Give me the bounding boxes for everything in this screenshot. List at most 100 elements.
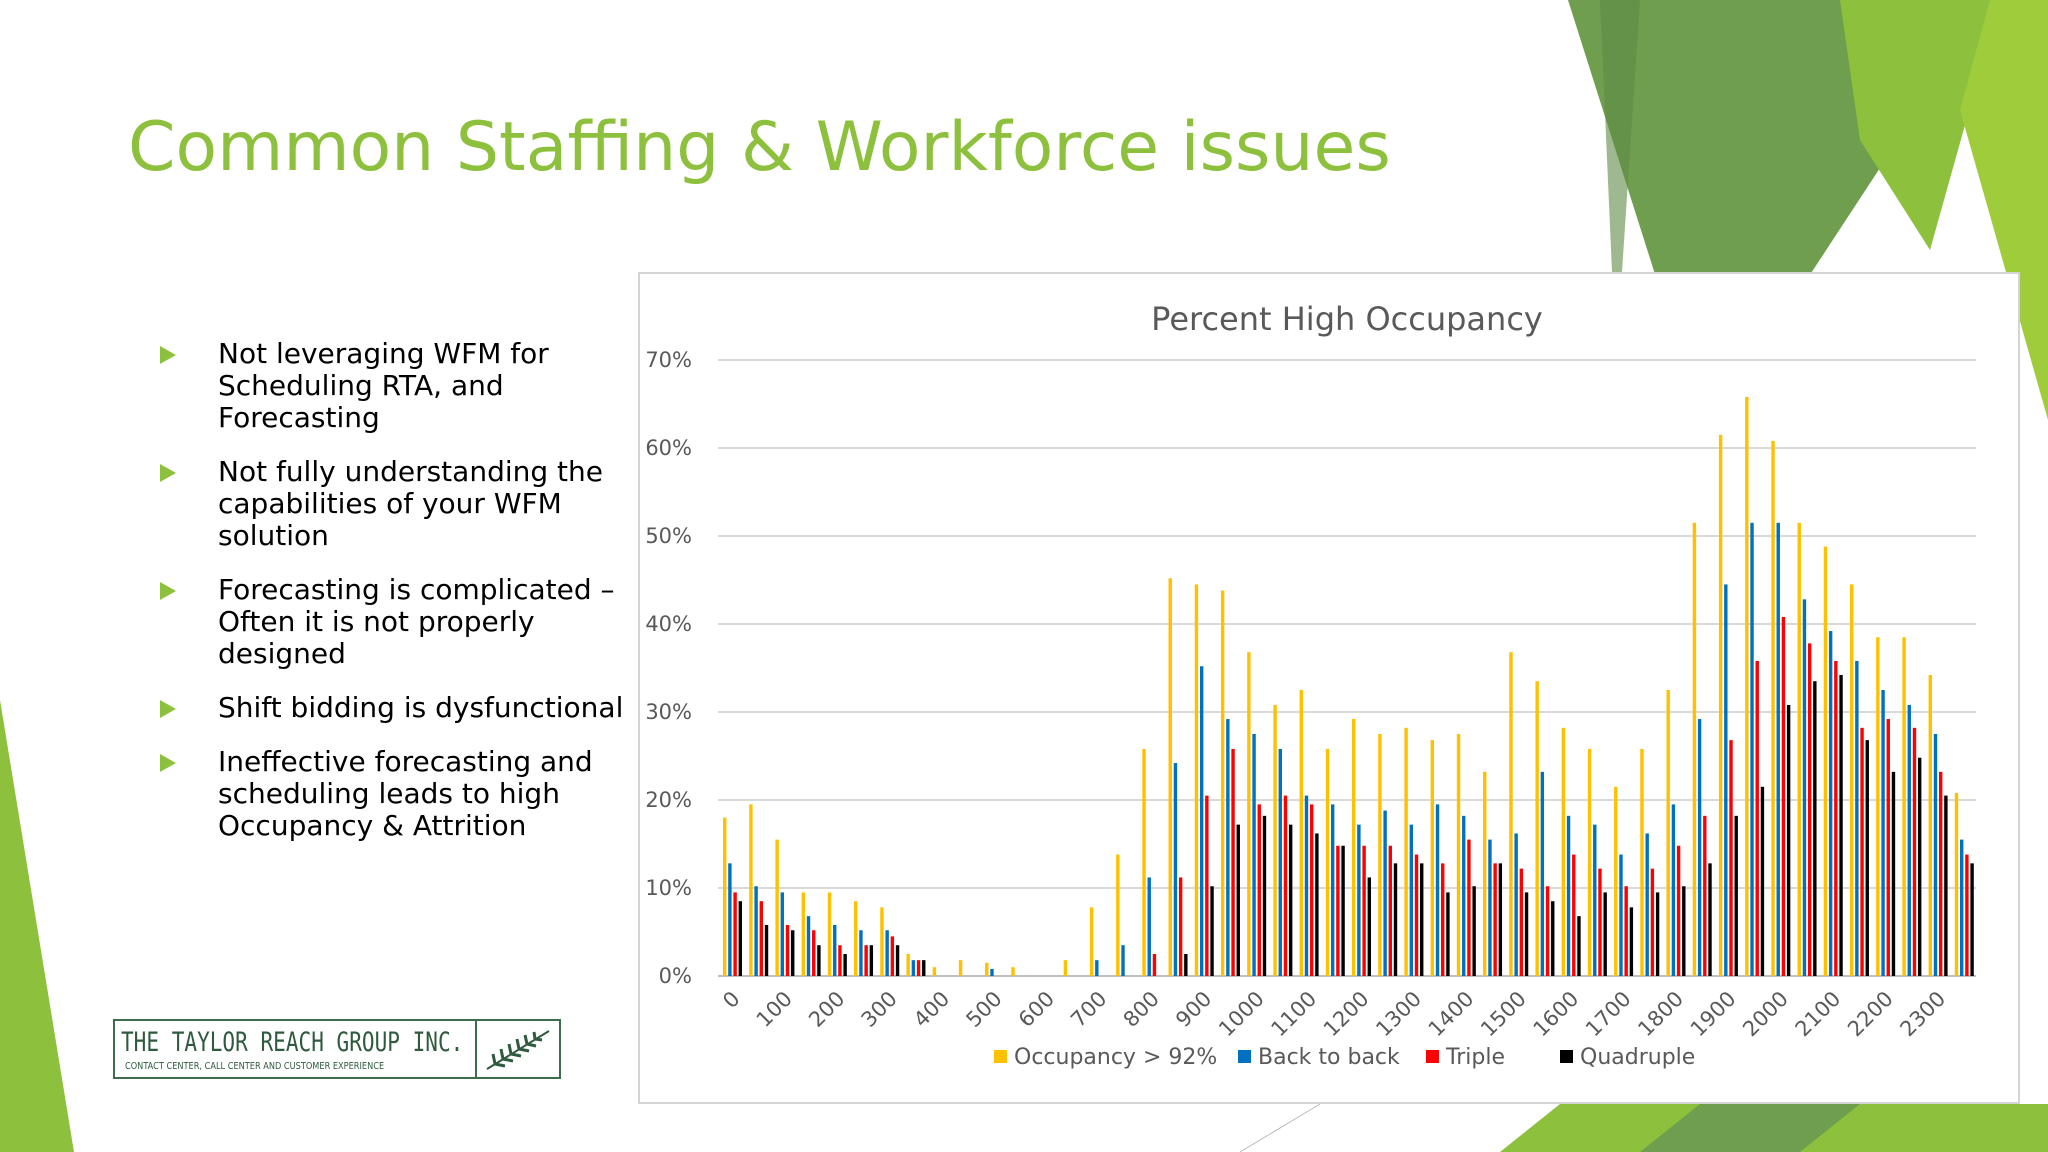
bar xyxy=(775,839,779,976)
bar xyxy=(1603,892,1607,976)
bar xyxy=(895,945,900,976)
bullet-item: Not fully understanding the capabilities… xyxy=(160,456,630,552)
bar xyxy=(1781,616,1786,976)
bar xyxy=(1388,845,1393,976)
bullet-item: Forecasting is complicated – Often it is… xyxy=(160,574,630,670)
x-tick-label: 1800 xyxy=(1633,987,1688,1042)
bar xyxy=(1755,660,1759,976)
bar xyxy=(1446,892,1450,976)
bullet-text: Forecasting is complicated – Often it is… xyxy=(218,573,615,670)
x-tick-label: 900 xyxy=(1171,987,1216,1032)
bar xyxy=(1247,652,1251,976)
x-tick-label: 600 xyxy=(1014,987,1059,1032)
legend-label: Back to back xyxy=(1258,1045,1400,1070)
bar xyxy=(1184,954,1188,976)
bar xyxy=(780,892,785,976)
bar xyxy=(1577,916,1581,976)
bar xyxy=(1917,757,1922,976)
bar xyxy=(906,954,910,976)
bar xyxy=(1095,960,1099,976)
bar xyxy=(1771,440,1775,976)
x-tick-label: 800 xyxy=(1119,987,1164,1032)
bar xyxy=(1954,792,1959,976)
bar xyxy=(1420,863,1424,976)
x-tick-label: 1900 xyxy=(1686,987,1741,1042)
bar xyxy=(1414,854,1419,976)
bar xyxy=(1928,675,1932,976)
bar xyxy=(1288,824,1293,976)
bar xyxy=(1509,652,1513,976)
bar xyxy=(1220,590,1225,976)
bar xyxy=(1802,599,1807,976)
bar xyxy=(749,804,753,976)
bar xyxy=(785,924,790,976)
bar xyxy=(1362,845,1366,976)
bar xyxy=(859,930,863,976)
bar xyxy=(911,960,916,976)
occupancy-chart: Percent High Occupancy 0% 10% 20% 30% 40% 50% 6… xyxy=(645,300,1976,1070)
bar xyxy=(1535,681,1539,976)
bar xyxy=(812,930,816,976)
bar xyxy=(1089,907,1094,976)
bar xyxy=(1514,833,1518,976)
bar xyxy=(1540,771,1545,976)
bar xyxy=(1886,719,1890,976)
bar xyxy=(1551,901,1555,976)
bar xyxy=(1252,734,1256,976)
bar xyxy=(1383,810,1387,976)
legend-swatch xyxy=(1560,1050,1573,1063)
bar xyxy=(1378,734,1382,976)
bar xyxy=(1933,734,1938,976)
legend-label: Occupancy > 92% xyxy=(1014,1045,1217,1070)
y-tick-label: 10% xyxy=(645,876,692,900)
x-tick-label: 1700 xyxy=(1581,987,1636,1042)
bullet-text: Not fully understanding the capabilities… xyxy=(218,455,603,552)
bar xyxy=(1902,637,1906,976)
bar xyxy=(1283,795,1288,976)
bar xyxy=(738,901,742,976)
bar xyxy=(864,945,868,976)
bar xyxy=(990,968,994,976)
bar xyxy=(764,924,769,976)
bar xyxy=(1776,522,1780,976)
chart-frame: Percent High Occupancy 0% 10% 20% 30% 40% 50% 6… xyxy=(638,272,2020,1104)
bar xyxy=(1462,815,1466,976)
bar xyxy=(1168,578,1172,976)
bar xyxy=(1493,863,1497,976)
bar xyxy=(1435,804,1440,976)
bar xyxy=(916,960,921,976)
bar xyxy=(1205,795,1209,976)
x-tick-label: 1300 xyxy=(1371,987,1426,1042)
bar xyxy=(1147,877,1151,976)
bar xyxy=(1178,877,1183,976)
x-tick-label: 1400 xyxy=(1424,987,1479,1042)
bar xyxy=(806,916,811,976)
legend-swatch xyxy=(1238,1050,1251,1063)
bar xyxy=(1697,719,1702,976)
bar xyxy=(1456,734,1461,976)
bar xyxy=(1855,660,1859,976)
bar xyxy=(1655,892,1660,976)
legend-label: Triple xyxy=(1445,1045,1505,1070)
bar xyxy=(1409,824,1414,976)
bar xyxy=(1839,675,1843,976)
bar xyxy=(1849,584,1854,976)
bar xyxy=(1330,804,1335,976)
bullet-item: Ineffective forecasting and scheduling l… xyxy=(160,746,630,842)
bullet-text: Not leveraging WFM for Scheduling RTA, a… xyxy=(218,337,549,434)
bar xyxy=(1734,815,1738,976)
bar xyxy=(1807,643,1812,976)
bar xyxy=(1011,967,1015,976)
x-tick-label: 1000 xyxy=(1214,987,1269,1042)
fern-icon xyxy=(486,1030,550,1070)
bar xyxy=(1624,886,1628,976)
bar xyxy=(1441,863,1445,976)
bar xyxy=(1257,804,1261,976)
bar xyxy=(1876,637,1880,976)
bar xyxy=(1629,907,1634,976)
bar xyxy=(890,936,895,976)
bar xyxy=(854,901,858,976)
bar xyxy=(1341,845,1345,976)
bar xyxy=(1745,396,1749,977)
bar xyxy=(1210,886,1214,976)
